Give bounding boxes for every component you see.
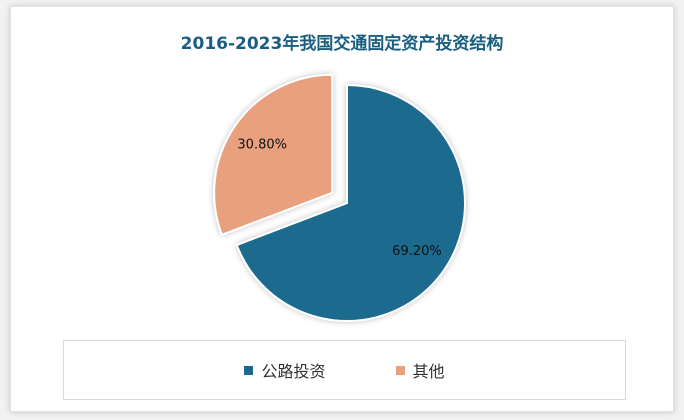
legend-swatch-other — [395, 365, 405, 375]
pie-slices — [213, 73, 466, 322]
pie-chart: 69.20% 30.80% — [213, 73, 466, 322]
legend-label-highway: 公路投资 — [261, 362, 326, 381]
pie-label-0: 69.20% — [392, 244, 442, 259]
legend-item-other: 其他 — [395, 358, 445, 382]
chart-title: 2016-2023年我国交通固定资产投资结构 — [180, 34, 504, 54]
legend: 公路投资 其他 — [63, 340, 626, 400]
legend-item-highway: 公路投资 — [244, 358, 326, 382]
pie-slice-0 — [235, 83, 466, 322]
legend-swatch-highway — [244, 365, 254, 375]
legend-label-other: 其他 — [412, 362, 445, 381]
chart-panel: 2016-2023年我国交通固定资产投资结构 69.20% 30.80% 公路投资… — [10, 6, 674, 412]
pie-slice-1 — [213, 73, 334, 237]
pie-label-1: 30.80% — [237, 138, 287, 153]
pie-labels: 69.20% 30.80% — [237, 138, 441, 260]
